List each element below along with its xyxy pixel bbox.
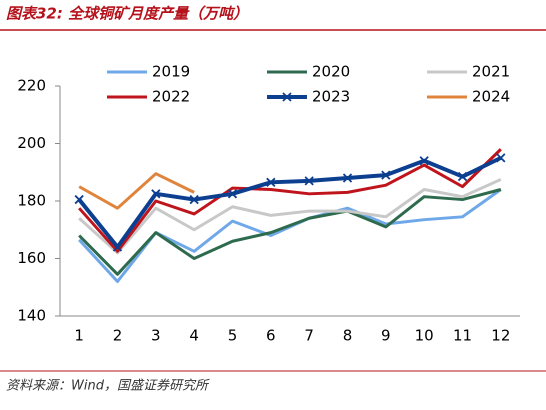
x-tick-label: 12 [491, 327, 510, 345]
x-tick-label: 5 [228, 327, 238, 345]
point-marker [189, 194, 199, 205]
legend-label: 2020 [312, 63, 350, 81]
legend-label: 2023 [312, 88, 350, 106]
y-tick-label: 220 [17, 77, 46, 95]
series-line [78, 188, 502, 283]
point-marker [342, 173, 353, 183]
point-marker [419, 156, 429, 166]
point-marker [496, 153, 506, 163]
x-tick-label: 3 [151, 327, 161, 345]
x-tick-label: 1 [74, 327, 84, 345]
legend-marker [282, 92, 292, 102]
point-marker [112, 242, 123, 252]
point-marker [266, 177, 276, 187]
point-marker [457, 171, 468, 182]
point-marker [74, 194, 84, 205]
series-line [78, 148, 502, 253]
x-tick-label: 9 [381, 327, 391, 345]
y-tick-label: 200 [17, 134, 46, 152]
x-tick-label: 11 [453, 327, 472, 345]
point-marker [151, 189, 161, 199]
legend-label: 2019 [152, 63, 190, 81]
series-line [78, 172, 195, 210]
legend-label: 2022 [152, 88, 190, 106]
point-marker [304, 176, 314, 186]
y-tick-label: 180 [17, 192, 46, 210]
series-line [78, 188, 502, 276]
series-line [77, 156, 502, 249]
point-marker [381, 170, 391, 180]
y-tick-label: 140 [17, 307, 46, 325]
x-tick-label: 8 [343, 327, 353, 345]
legend-label: 2024 [472, 88, 510, 106]
chart-title: 图表32: 全球铜矿月度产量（万吨） [6, 5, 248, 23]
source: 资料来源：Wind，国盛证券研究所 [6, 378, 210, 394]
legend-label: 2021 [472, 63, 510, 81]
x-tick-label: 2 [113, 327, 123, 345]
x-tick-label: 6 [266, 327, 276, 345]
series-line [78, 178, 502, 255]
x-tick-label: 10 [415, 327, 434, 345]
point-marker [227, 189, 238, 199]
y-tick-label: 160 [17, 249, 46, 267]
x-tick-label: 7 [304, 327, 314, 345]
x-tick-label: 4 [189, 327, 199, 345]
